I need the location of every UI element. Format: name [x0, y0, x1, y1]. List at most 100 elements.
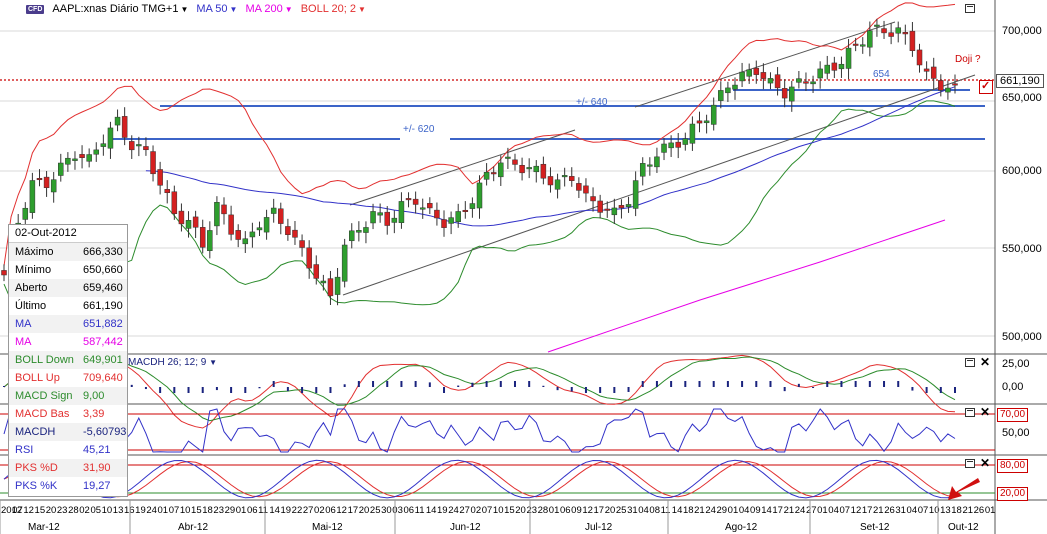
macd-panel-selector[interactable]: MACDH 26; 12; 9 ▼ [128, 357, 217, 368]
macd-bar [627, 387, 630, 392]
x-tick-day: 19 [135, 505, 146, 516]
info-label: PKS %K [15, 480, 58, 492]
info-row: PKS %D 31,90 [9, 459, 127, 477]
x-tick-day: 04 [907, 505, 918, 516]
macd-bar [599, 387, 602, 393]
x-tick-day: 31 [895, 505, 906, 516]
alert-icon[interactable] [979, 79, 993, 94]
info-row: MACD Bas 3,39 [9, 405, 127, 423]
candle [483, 163, 490, 186]
candle [498, 155, 504, 186]
x-tick-day: 21 [694, 505, 705, 516]
candle [221, 197, 227, 225]
x-tick-day: 29 [717, 505, 728, 516]
candle [831, 56, 838, 79]
macd-base-line [3, 354, 956, 429]
maximize-button[interactable] [965, 4, 975, 13]
info-row: MACDH -5,60793 [9, 423, 127, 441]
price-tick: 700,000 [1002, 25, 1042, 37]
candle [774, 67, 781, 96]
caret-down-icon: ▼ [357, 5, 366, 14]
candle [235, 224, 241, 248]
x-tick-day: 01 [817, 505, 828, 516]
x-tick-day: 01 [985, 505, 996, 516]
trend-channel [342, 21, 976, 296]
candle [441, 210, 447, 237]
x-tick-day: 2012 [1, 505, 22, 516]
ma50-line [145, 86, 956, 227]
candle [632, 171, 639, 217]
x-tick-day: 08 [649, 505, 660, 516]
candle [214, 196, 220, 236]
close-icon[interactable]: ✕ [980, 456, 991, 470]
candle [781, 79, 788, 108]
candle [128, 135, 135, 159]
macd-bar [286, 387, 289, 392]
x-tick-month: Mai-12 [312, 522, 343, 533]
macd-bar [244, 387, 247, 393]
candle [157, 161, 163, 195]
close-icon[interactable]: ✕ [980, 355, 991, 369]
candle [72, 151, 78, 170]
macd-bar [499, 381, 502, 387]
macd-bar [613, 387, 616, 393]
macd-bar [897, 381, 900, 387]
candle [1, 264, 7, 282]
macd-bar [911, 387, 914, 391]
x-tick-day: 01 [236, 505, 247, 516]
candle [164, 180, 170, 204]
ma200-selector[interactable]: MA 200 ▼ [245, 3, 292, 15]
caret-down-icon: ▼ [284, 5, 293, 14]
candle [313, 255, 320, 285]
candle [540, 156, 547, 185]
x-tick-day: 25 [370, 505, 381, 516]
candle [278, 202, 284, 235]
macd-bar [258, 387, 261, 389]
boll-down-line [3, 100, 956, 306]
candle [412, 191, 419, 214]
candle [583, 178, 589, 203]
x-tick-day: 03 [392, 505, 403, 516]
macd-bar [372, 381, 375, 387]
x-tick-day: 23 [526, 505, 537, 516]
candle [107, 121, 114, 159]
stoch-panel-maximize-button[interactable] [965, 459, 975, 468]
macd-bar [443, 387, 446, 393]
info-value: 661,190 [83, 300, 123, 312]
info-value: 650,660 [83, 264, 123, 276]
x-tick-day: 19 [437, 505, 448, 516]
macd-bar [925, 387, 928, 393]
candle [810, 75, 816, 93]
candle [824, 55, 831, 80]
candle [561, 167, 568, 187]
info-label: MA [15, 336, 32, 348]
x-tick-day: 02 [314, 505, 325, 516]
candle [356, 221, 362, 242]
macd-bar [655, 381, 658, 387]
candle [945, 80, 951, 100]
macd-bar [201, 387, 204, 393]
x-tick-day: 02 [471, 505, 482, 516]
candle [639, 157, 646, 186]
boll-selector[interactable]: BOLL 20; 2 ▼ [301, 3, 366, 15]
macd-panel-maximize-button[interactable] [965, 358, 975, 367]
candle [285, 218, 291, 241]
rsi-panel-maximize-button[interactable] [965, 408, 975, 417]
x-tick-day: 11 [661, 505, 671, 516]
close-icon[interactable]: ✕ [980, 405, 991, 419]
candle [178, 203, 185, 232]
x-tick-day: 12 [851, 505, 862, 516]
macd-bar [698, 381, 701, 387]
candle [760, 63, 767, 90]
candle [36, 169, 43, 187]
symbol-selector[interactable]: AAPL:xnas Diário TMG+1 ▼ [52, 3, 188, 15]
x-tick-day: 28 [538, 505, 549, 516]
macd-axis-tick: 0,00 [1002, 381, 1023, 393]
ma50-selector[interactable]: MA 50 ▼ [196, 3, 237, 15]
x-tick-month: Mar-12 [28, 522, 60, 533]
macd-bar [329, 387, 332, 393]
candle [533, 160, 540, 183]
macd-bar [641, 381, 644, 387]
candle [228, 205, 234, 241]
